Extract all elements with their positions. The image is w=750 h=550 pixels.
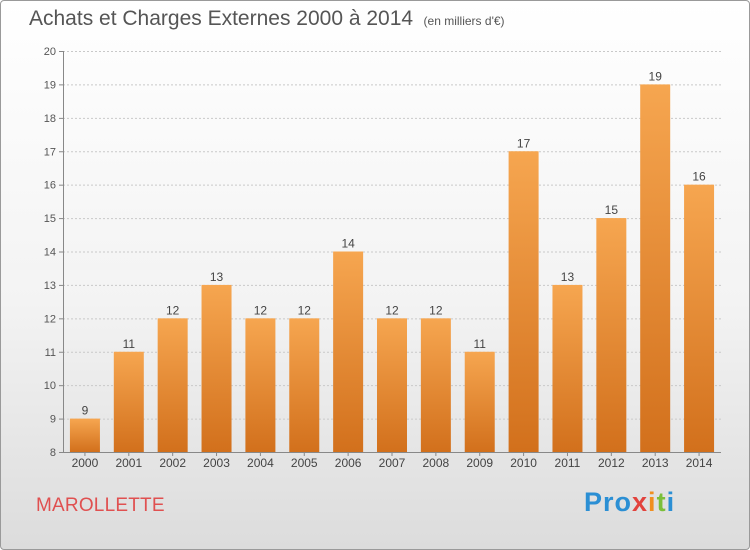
bar-2007 xyxy=(377,318,407,452)
x-tick-label-2014: 2014 xyxy=(686,456,713,470)
y-tick-label: 20 xyxy=(44,46,56,58)
y-tick-label: 19 xyxy=(44,79,56,91)
y-tick-label: 9 xyxy=(50,414,56,426)
y-tick-label: 12 xyxy=(44,313,56,325)
value-label-2005: 12 xyxy=(298,303,312,317)
value-label-2001: 11 xyxy=(123,337,136,351)
value-label-2010: 17 xyxy=(517,136,531,150)
x-tick-label-2007: 2007 xyxy=(379,456,406,470)
x-tick-label-2005: 2005 xyxy=(291,456,318,470)
y-tick-label: 17 xyxy=(44,146,56,158)
x-tick-label-2010: 2010 xyxy=(510,456,537,470)
bar-2002 xyxy=(157,318,188,452)
x-tick-label-2003: 2003 xyxy=(203,456,230,470)
x-tick-label-2009: 2009 xyxy=(466,456,493,470)
y-tick-label: 10 xyxy=(44,380,56,392)
value-label-2013: 19 xyxy=(649,69,663,83)
x-tick-label-2013: 2013 xyxy=(642,456,669,470)
y-tick-label: 13 xyxy=(44,280,56,292)
chart-unit-label: (en milliers d'€) xyxy=(423,14,505,28)
value-label-2009: 11 xyxy=(473,337,486,351)
bar-2012 xyxy=(596,218,627,452)
value-label-2002: 12 xyxy=(166,303,180,317)
x-tick-label-2006: 2006 xyxy=(335,456,362,470)
bar-2000 xyxy=(69,418,100,452)
value-label-2007: 12 xyxy=(385,303,399,317)
axes: 8 9 10 11 12 13 14 15 16 17 18 19 20 2000 2001 2002 2003… xyxy=(44,46,721,470)
x-tick-label-2002: 2002 xyxy=(159,456,186,470)
bar-2013 xyxy=(640,84,671,453)
bar-2008 xyxy=(420,318,451,452)
value-label-2000: 9 xyxy=(82,404,89,418)
y-tick-label: 16 xyxy=(44,180,56,192)
y-tick-label: 14 xyxy=(44,247,56,259)
x-tick-label-2011: 2011 xyxy=(555,456,581,470)
value-label-2014: 16 xyxy=(692,170,706,184)
y-tick-label: 11 xyxy=(45,347,56,359)
y-tick-label: 15 xyxy=(44,213,56,225)
commune-name: MAROLLETTE xyxy=(36,495,165,516)
y-tick-label: 8 xyxy=(50,447,56,459)
bar-2001 xyxy=(113,351,144,452)
bar-2009 xyxy=(464,351,495,452)
x-tick-label-2012: 2012 xyxy=(598,456,625,470)
x-tick-label-2000: 2000 xyxy=(72,456,99,470)
value-label-2003: 13 xyxy=(210,270,224,284)
chart-title: Achats et Charges Externes 2000 à 2014 xyxy=(29,7,414,30)
bar-2004 xyxy=(245,318,276,452)
proxiti-logo: Proxiti xyxy=(584,487,676,517)
bar-2010 xyxy=(508,151,539,452)
chart-title-row: Achats et Charges Externes 2000 à 2014 (… xyxy=(29,7,505,31)
bar-2006 xyxy=(333,251,364,452)
bar-2014 xyxy=(684,184,715,452)
x-tick-label-2001: 2001 xyxy=(115,456,142,470)
value-label-2012: 15 xyxy=(605,203,619,217)
value-label-2004: 12 xyxy=(254,303,268,317)
y-tick-label: 18 xyxy=(44,113,56,125)
bar-2011 xyxy=(552,284,583,452)
bars: 9 11 12 13 12 12 14 12 12 11 17 13 15 19 16 xyxy=(69,69,715,453)
value-label-2008: 12 xyxy=(429,303,443,317)
bar-2005 xyxy=(289,318,320,452)
value-label-2011: 13 xyxy=(561,270,575,284)
value-label-2006: 14 xyxy=(341,237,355,251)
x-tick-label-2008: 2008 xyxy=(423,456,450,470)
bar-2003 xyxy=(201,284,232,452)
x-tick-label-2004: 2004 xyxy=(247,456,274,470)
